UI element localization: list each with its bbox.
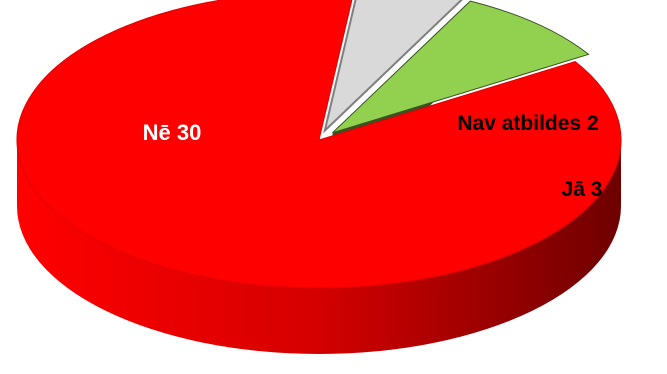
data-label-Nē: Nē 30	[143, 120, 202, 145]
slice-top-Nav atbildes	[323, 0, 463, 134]
slice-top-Nē	[16, 0, 622, 289]
slice-labels: Nē 30 Nav atbildes 2 Jā 3	[143, 112, 603, 201]
slice-top-Jā	[332, 0, 590, 134]
slice-side-Nē	[17, 140, 621, 354]
data-label-Nav atbildes: Nav atbildes 2	[457, 112, 598, 135]
data-label-Jā: Jā 3	[562, 178, 603, 201]
slice-tops	[16, 0, 622, 289]
